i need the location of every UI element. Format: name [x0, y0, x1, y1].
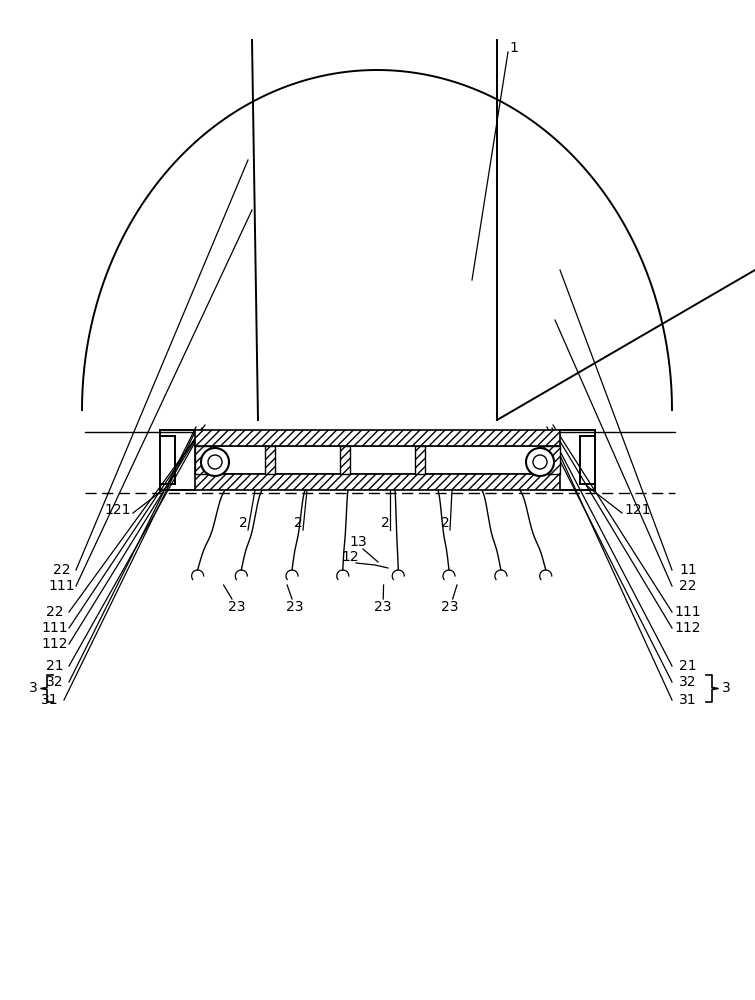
Bar: [265, 446, 275, 474]
Circle shape: [208, 455, 222, 469]
Bar: [270, 446, 345, 474]
Text: 23: 23: [228, 600, 245, 614]
Text: 23: 23: [441, 600, 459, 614]
Circle shape: [533, 455, 547, 469]
Text: 121: 121: [624, 503, 652, 517]
Text: 23: 23: [374, 600, 392, 614]
Text: 22: 22: [46, 605, 63, 619]
Text: 2: 2: [441, 516, 449, 530]
Text: 112: 112: [42, 637, 68, 651]
Bar: [345, 446, 420, 474]
Text: 32: 32: [680, 675, 697, 689]
Text: 22: 22: [680, 579, 697, 593]
Text: 13: 13: [349, 535, 367, 549]
Text: 31: 31: [680, 693, 697, 707]
Text: 111: 111: [42, 621, 68, 635]
Text: 11: 11: [680, 563, 697, 577]
Circle shape: [201, 448, 229, 476]
Text: 22: 22: [54, 563, 71, 577]
Bar: [340, 446, 350, 474]
Text: 1: 1: [510, 41, 519, 55]
Text: 111: 111: [48, 579, 76, 593]
Text: 23: 23: [286, 600, 304, 614]
Text: 2: 2: [294, 516, 302, 530]
Text: 2: 2: [239, 516, 248, 530]
Text: 121: 121: [105, 503, 131, 517]
Bar: [195, 430, 560, 446]
Text: 12: 12: [341, 550, 359, 564]
Bar: [540, 446, 560, 474]
Text: 21: 21: [46, 659, 64, 673]
Bar: [195, 446, 215, 474]
Text: 111: 111: [675, 605, 701, 619]
Text: 32: 32: [46, 675, 63, 689]
Bar: [415, 446, 425, 474]
Bar: [195, 446, 270, 474]
Text: 3: 3: [722, 682, 730, 696]
Bar: [195, 474, 560, 490]
Circle shape: [526, 448, 554, 476]
Bar: [420, 446, 560, 474]
Text: 31: 31: [42, 693, 59, 707]
Text: 21: 21: [680, 659, 697, 673]
Text: 2: 2: [381, 516, 390, 530]
Text: 3: 3: [29, 682, 38, 696]
Text: 112: 112: [675, 621, 701, 635]
